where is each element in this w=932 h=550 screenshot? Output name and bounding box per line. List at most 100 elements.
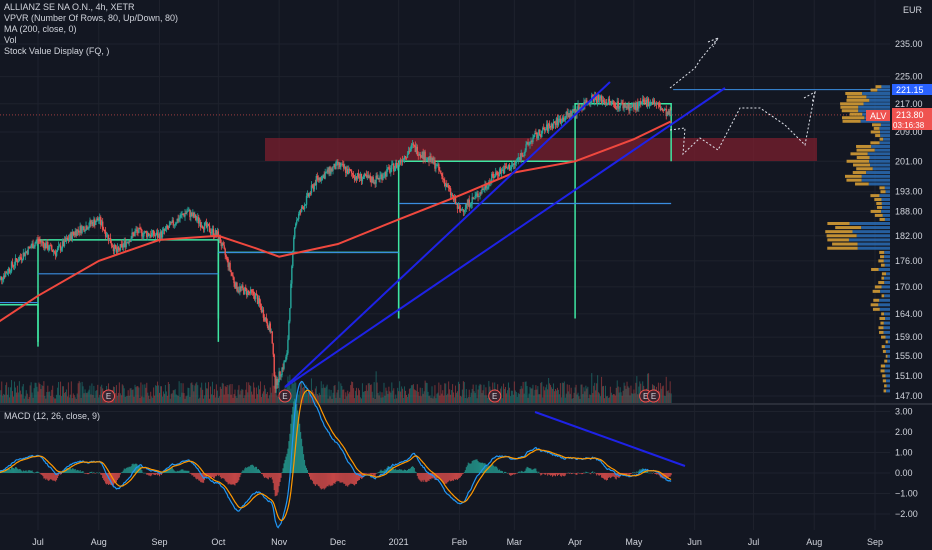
candle-body (115, 248, 118, 253)
macd-hist-bar (91, 471, 93, 473)
candle-body (642, 99, 645, 102)
volume-bar (614, 395, 616, 403)
volume-bar (289, 374, 291, 403)
candle-body (162, 229, 165, 231)
volume-bar (548, 378, 550, 403)
macd-axis[interactable]: 3.002.001.000.00−1.00−2.00 (895, 407, 918, 520)
vp-bar-down (853, 163, 870, 167)
macd-hist-bar (634, 472, 636, 473)
candle-body (38, 240, 40, 242)
volume-bar (319, 394, 321, 403)
volume-bar (226, 385, 228, 403)
macd-hist-bar (62, 471, 64, 473)
macd-trend-line[interactable] (534, 411, 686, 467)
volume-bar (555, 390, 557, 403)
volume-bar (184, 398, 186, 403)
candle-body (150, 234, 152, 237)
legend-svd[interactable]: Stock Value Display (FQ, ) (4, 46, 110, 56)
macd-hist-bar (474, 459, 476, 473)
macd-hist-bar (524, 470, 526, 473)
time-tick-label: Feb (452, 537, 468, 547)
macd-hist-bar (364, 473, 366, 474)
volume-bar (607, 397, 609, 403)
time-tick-label: Mar (507, 537, 523, 547)
macd-hist-bar (123, 468, 125, 473)
price-tick-label: 182.00 (895, 231, 923, 241)
macd-hist-bar (215, 473, 217, 477)
volume-bar (249, 385, 251, 403)
trend-lines[interactable] (284, 81, 726, 388)
candle-body (554, 123, 557, 125)
macd-hist-bar (647, 470, 649, 473)
legend-vpvr[interactable]: VPVR (Number Of Rows, 80, Up/Down, 80) (4, 13, 179, 23)
volume-bar (77, 383, 79, 403)
macd-hist-bar (480, 463, 482, 473)
macd-hist-bar (166, 469, 168, 473)
volume-bar (444, 383, 446, 403)
macd-hist-bar (178, 470, 180, 473)
legend-vol[interactable]: Vol (4, 35, 17, 45)
volume-bar (27, 398, 29, 403)
candle-body (302, 207, 305, 210)
volume-bar (558, 394, 560, 403)
price-axis[interactable]: 235.00225.00217.00209.00201.00193.00188.… (895, 39, 923, 401)
macd-legend[interactable]: MACD (12, 26, close, 9) (4, 411, 101, 421)
volume-bar (420, 396, 422, 403)
candle-body (55, 251, 58, 256)
candle-body (100, 217, 102, 225)
macd-hist-bar (461, 473, 463, 475)
volume-bar (553, 383, 555, 403)
candle-body (383, 176, 385, 178)
time-axis[interactable]: Jul Aug Sep Oct Nov Dec 2021 Feb Mar Apr May Jun Jul… (32, 537, 883, 547)
signal-line (0, 389, 672, 522)
macd-hist-bar (441, 473, 443, 482)
candle-body (425, 160, 427, 162)
candle-body (96, 218, 98, 222)
macd-hist-bar (472, 460, 474, 473)
candle-body (101, 221, 104, 230)
macd-hist-bar (643, 468, 645, 473)
macd-hist-bar (312, 473, 314, 484)
volume-bar (570, 387, 572, 403)
range-box (397, 160, 576, 319)
volume-bar (328, 389, 330, 403)
vp-bar-up (860, 119, 890, 123)
vp-bar-up (885, 335, 890, 339)
volume-bar (132, 389, 134, 403)
macd-hist-bar (99, 472, 101, 473)
volume-bar (505, 386, 507, 403)
volume-bar (433, 396, 435, 403)
volume-bar (141, 396, 143, 403)
macd-hist-bar (561, 473, 563, 476)
candle-body (553, 122, 556, 124)
macd-hist-bar (79, 470, 81, 473)
volume-bar (346, 396, 348, 403)
candle-body (542, 127, 544, 131)
macd-hist-bar (73, 469, 75, 473)
candle-body (458, 206, 461, 209)
candle-body (454, 197, 457, 205)
macd-hist-bar (198, 473, 200, 481)
macd-hist-bar (565, 473, 567, 474)
macd-hist-bar (252, 464, 254, 473)
macd-hist-bar (229, 473, 231, 485)
legend-ma[interactable]: MA (200, close, 0) (4, 24, 77, 34)
macd-hist-bar (568, 473, 570, 474)
legend-symbol[interactable]: ALLIANZ SE NA O.N., 4h, XETR (4, 2, 135, 12)
candle-body (386, 168, 388, 177)
macd-hist-bar (14, 467, 16, 473)
macd-hist-bar (490, 465, 492, 473)
macd-hist-bar (514, 473, 516, 475)
macd-hist-bar (384, 469, 386, 473)
volume-bar (468, 389, 470, 403)
macd-hist-bar (398, 469, 400, 473)
macd-hist-bar (128, 466, 130, 473)
macd-hist-bar (652, 473, 654, 474)
volume-bar (321, 388, 323, 403)
volume-bar (481, 393, 483, 403)
candle-body (208, 225, 211, 232)
volume-bar (639, 381, 641, 403)
macd-hist-bar (179, 470, 181, 473)
